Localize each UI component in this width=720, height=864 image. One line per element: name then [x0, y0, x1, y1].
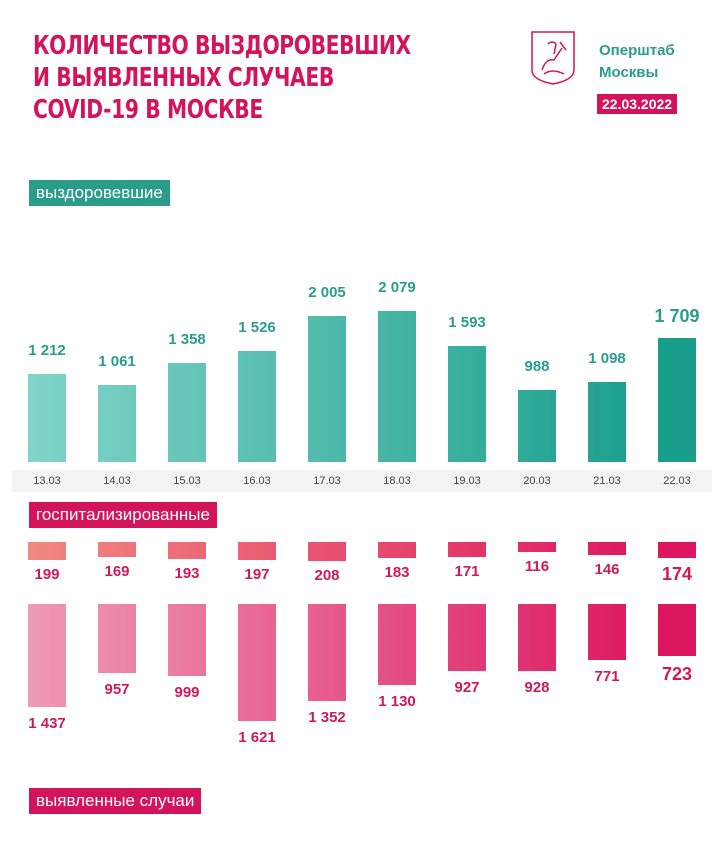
org-line: Оперштаб	[599, 42, 675, 59]
data-label: 988	[524, 358, 550, 376]
bar-22.03	[658, 337, 696, 462]
data-label: 723	[661, 664, 693, 685]
bar-14.03	[98, 384, 136, 462]
date-tick-label: 13.03	[33, 475, 61, 487]
data-label: 2 079	[378, 279, 416, 297]
date-tick-label: 14.03	[103, 475, 131, 487]
bar-20.03	[518, 542, 556, 553]
bar-19.03	[448, 542, 486, 558]
bar-18.03	[378, 604, 416, 686]
data-label: 1 593	[448, 314, 486, 332]
bar-13.03	[28, 374, 66, 462]
date-tick-label: 16.03	[243, 475, 271, 487]
data-label: 1 352	[308, 709, 346, 727]
bar-13.03	[28, 542, 66, 560]
data-label: 1 709	[654, 305, 700, 326]
bar-18.03	[378, 542, 416, 559]
title-line: И ВЫЯВЛЕННЫХ СЛУЧАЕВ	[33, 63, 334, 93]
bar-17.03	[308, 604, 346, 702]
data-label: 1 212	[28, 342, 66, 359]
bar-17.03	[308, 542, 346, 561]
title-line: КОЛИЧЕСТВО ВЫЗДОРОВЕВШИХ	[33, 31, 411, 61]
data-label: 1 358	[168, 331, 206, 349]
bar-22.03	[658, 542, 696, 558]
bar-14.03	[98, 542, 136, 558]
bar-17.03	[308, 316, 346, 462]
date-tick-label: 22.03	[663, 475, 691, 487]
data-label: 169	[104, 563, 130, 581]
page-title: КОЛИЧЕСТВО ВЫЗДОРОВЕВШИХ И ВЫЯВЛЕННЫХ СЛ…	[33, 30, 411, 126]
title-line: COVID-19 В МОСКВЕ	[33, 95, 263, 125]
bar-13.03	[28, 604, 66, 708]
data-label: 957	[104, 680, 130, 698]
bar-16.03	[238, 604, 276, 721]
data-label: 116	[524, 558, 550, 576]
data-label: 183	[384, 564, 410, 582]
date-tick-label: 20.03	[523, 475, 551, 487]
date-tick-label: 21.03	[593, 475, 621, 487]
bar-22.03	[658, 604, 696, 657]
bar-21.03	[588, 542, 626, 556]
data-label: 927	[454, 678, 480, 696]
data-label: 146	[594, 561, 620, 579]
data-label: 1 061	[98, 352, 136, 370]
data-label: 2 005	[308, 284, 346, 302]
date-tick-label: 17.03	[313, 475, 341, 487]
bar-15.03	[168, 542, 206, 560]
bar-16.03	[238, 351, 276, 462]
data-label: 1 130	[378, 693, 416, 711]
bar-20.03	[518, 604, 556, 671]
data-label: 999	[174, 683, 200, 701]
bar-19.03	[448, 346, 486, 462]
bar-14.03	[98, 604, 136, 673]
data-label: 1 621	[238, 728, 276, 746]
bar-19.03	[448, 604, 486, 671]
data-label: 197	[244, 565, 270, 583]
data-label: 193	[174, 565, 200, 583]
recovered-section-label: выздоровевшие	[29, 180, 170, 206]
bar-16.03	[238, 542, 276, 560]
bar-15.03	[168, 363, 206, 462]
data-label: 928	[524, 678, 550, 696]
date-tick-label: 15.03	[173, 475, 201, 487]
data-label: 199	[34, 565, 60, 583]
bar-20.03	[518, 390, 556, 462]
data-label: 208	[314, 566, 340, 584]
data-label: 1 526	[238, 319, 276, 337]
data-label: 171	[454, 563, 480, 581]
data-label: 771	[594, 667, 620, 685]
moscow-coat-of-arms-logo	[531, 31, 575, 85]
cases-section-label: выявленные случаи	[29, 788, 202, 814]
bar-21.03	[588, 382, 626, 462]
org-name: Оперштаб Москвы	[599, 40, 675, 84]
date-axis-band	[12, 470, 712, 492]
date-tick-label: 19.03	[453, 475, 481, 487]
report-date: 22.03.2022	[597, 94, 678, 114]
org-line: Москвы	[599, 64, 659, 81]
bar-21.03	[588, 604, 626, 660]
data-label: 174	[661, 563, 693, 584]
data-label: 1 437	[28, 715, 66, 733]
date-tick-label: 18.03	[383, 475, 411, 487]
hospitalized-section-label: госпитализированные	[29, 502, 217, 528]
bar-18.03	[378, 311, 416, 462]
data-label: 1 098	[588, 350, 626, 368]
bar-15.03	[168, 604, 206, 676]
